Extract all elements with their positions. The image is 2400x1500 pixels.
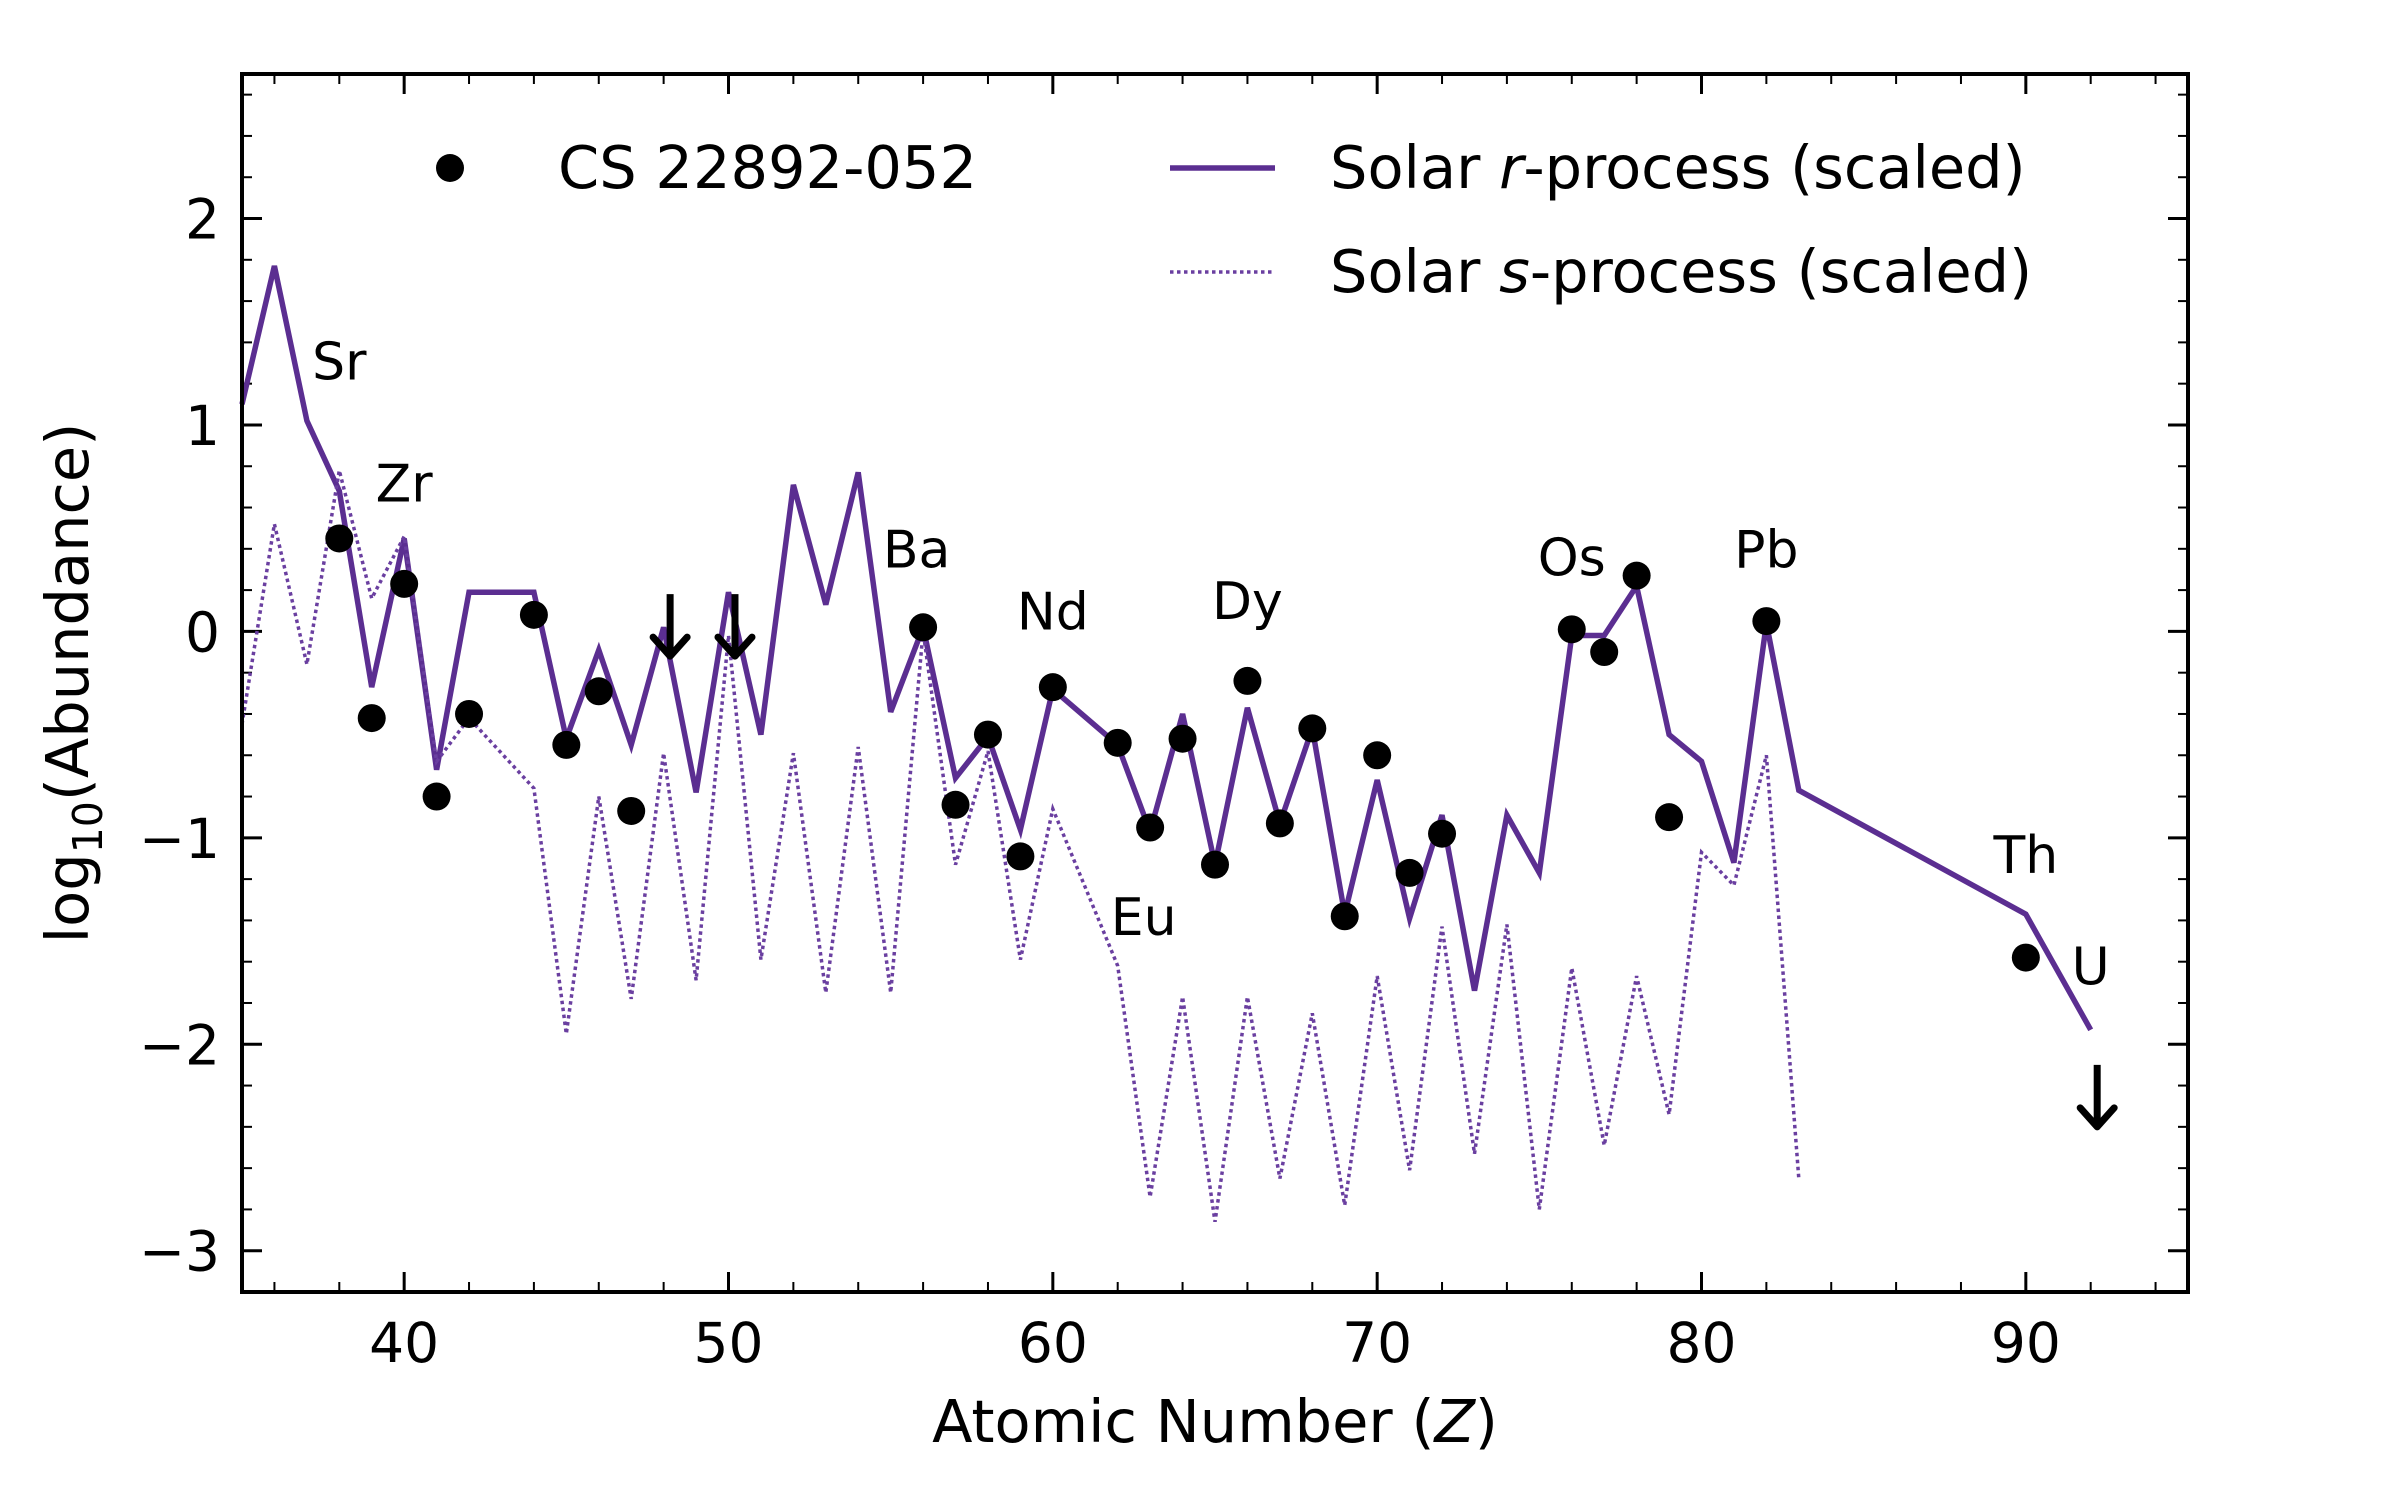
element-label: Pb bbox=[1734, 520, 1798, 580]
y-tick-label: −1 bbox=[139, 807, 220, 871]
element-label: Zr bbox=[376, 454, 434, 514]
observed-point bbox=[1038, 673, 1067, 702]
observed-point bbox=[584, 677, 613, 706]
axis-titles: Atomic Number (Z) log10(Abundance) bbox=[33, 423, 1498, 1456]
observed-point bbox=[1752, 607, 1781, 636]
element-label: Nd bbox=[1017, 582, 1089, 642]
observed-point bbox=[325, 524, 354, 553]
observed-point bbox=[1265, 809, 1294, 838]
observed-point bbox=[617, 796, 646, 825]
element-label: Ba bbox=[883, 520, 951, 580]
observed-point bbox=[455, 699, 484, 728]
legend-dot-marker bbox=[436, 154, 464, 182]
upper-limit-arrow bbox=[714, 594, 756, 660]
observed-point bbox=[909, 613, 938, 642]
observed-point bbox=[1622, 561, 1651, 590]
observed-point bbox=[519, 600, 548, 629]
y-tick-label: −2 bbox=[139, 1013, 220, 1077]
y-tick-label: −3 bbox=[139, 1220, 220, 1284]
observed-point bbox=[1395, 858, 1424, 887]
element-label: Eu bbox=[1111, 888, 1177, 948]
observed-point bbox=[1590, 638, 1619, 667]
observed-point bbox=[1006, 842, 1035, 871]
element-label: Th bbox=[1992, 826, 2058, 886]
observed-point bbox=[1655, 803, 1684, 832]
upper-limit-arrows bbox=[649, 594, 2118, 1131]
observed-point bbox=[357, 704, 386, 733]
observed-point bbox=[1168, 724, 1197, 753]
x-tick-label: 80 bbox=[1667, 1311, 1737, 1375]
plot-frame bbox=[240, 72, 2190, 1294]
legend-item-sproc: Solar s-process (scaled) bbox=[1170, 237, 2032, 306]
observed-point bbox=[1103, 728, 1132, 757]
y-tick-label: 2 bbox=[185, 188, 220, 252]
element-label: Dy bbox=[1212, 572, 1283, 632]
legend-label: Solar r-process (scaled) bbox=[1330, 133, 2026, 202]
observed-point bbox=[2011, 943, 2040, 972]
observed-point bbox=[1363, 741, 1392, 770]
upper-limit-arrow bbox=[649, 594, 691, 660]
element-label: Os bbox=[1538, 529, 1606, 589]
element-label: Sr bbox=[312, 333, 367, 393]
legend-item-obs: CS 22892-052 bbox=[436, 133, 977, 202]
observed-point bbox=[1330, 902, 1359, 931]
series-lines bbox=[239, 265, 2094, 1223]
sproc-line bbox=[240, 469, 1801, 1223]
observed-point bbox=[1233, 666, 1262, 695]
y-tick-label: 0 bbox=[185, 600, 220, 664]
observed-point bbox=[1428, 819, 1457, 848]
y-axis-title: log10(Abundance) bbox=[33, 423, 112, 944]
legend-item-rproc: Solar r-process (scaled) bbox=[1170, 133, 2026, 202]
observed-point bbox=[422, 782, 451, 811]
observed-points bbox=[325, 524, 2040, 972]
x-tick-label: 60 bbox=[1018, 1311, 1088, 1375]
observed-point bbox=[941, 790, 970, 819]
x-tick-label: 50 bbox=[694, 1311, 764, 1375]
x-axis-title: Atomic Number (Z) bbox=[932, 1387, 1498, 1456]
y-tick-label: 1 bbox=[185, 394, 220, 458]
legend: CS 22892-052 Solar r-process (scaled) Sola… bbox=[436, 133, 2032, 306]
observed-point bbox=[390, 569, 419, 598]
legend-label: Solar s-process (scaled) bbox=[1330, 237, 2032, 306]
observed-point bbox=[973, 720, 1002, 749]
upper-limit-arrow bbox=[2076, 1064, 2118, 1131]
axis-ticks: 40 50 60 70 80 90 −3 −2 −1 0 1 2 bbox=[139, 74, 2188, 1375]
observed-point bbox=[552, 730, 581, 759]
observed-point bbox=[1298, 714, 1327, 743]
observed-point bbox=[1136, 813, 1165, 842]
x-tick-label: 70 bbox=[1342, 1311, 1412, 1375]
element-labels: Sr Zr Ba Nd Dy Eu Os Pb ThU bbox=[312, 333, 2110, 998]
observed-point bbox=[1557, 615, 1586, 644]
x-tick-label: 90 bbox=[1991, 1311, 2061, 1375]
legend-label: CS 22892-052 bbox=[558, 133, 977, 202]
x-tick-label: 40 bbox=[369, 1311, 439, 1375]
element-label: U bbox=[2072, 937, 2110, 997]
observed-point bbox=[1201, 850, 1229, 879]
